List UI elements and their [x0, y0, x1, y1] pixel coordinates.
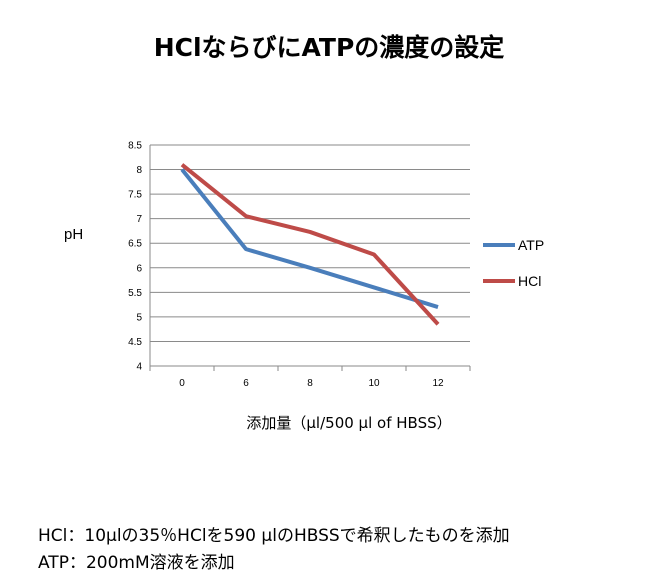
legend: ATP HCl — [483, 236, 544, 308]
y-axis-label: pH — [64, 226, 84, 243]
x-tick-label: 0 — [179, 378, 185, 389]
legend-swatch-hcl — [483, 279, 515, 283]
legend-label-hcl: HCl — [518, 273, 542, 289]
note-atp: ATP：200mM溶液を添加 — [38, 553, 235, 573]
y-tick-label: 7 — [136, 214, 142, 225]
y-tick-label: 6 — [136, 263, 142, 274]
series-line-hcl — [180, 163, 440, 326]
y-tick-label: 8 — [136, 165, 142, 176]
x-tick-label: 6 — [243, 378, 249, 389]
x-axis-label: 添加量（μl/500 μl of HBSS） — [246, 414, 452, 432]
y-tick-label: 4 — [136, 362, 142, 373]
y-tick-label: 8.5 — [128, 141, 142, 152]
legend-item-atp: ATP — [483, 236, 544, 254]
y-tick-label: 7.5 — [128, 190, 142, 201]
legend-label-atp: ATP — [518, 237, 545, 253]
x-tick-label: 8 — [307, 378, 313, 389]
x-tick-label: 12 — [432, 378, 444, 389]
series-line-atp — [180, 168, 439, 309]
legend-item-hcl: HCl — [483, 272, 544, 290]
legend-swatch-atp — [483, 243, 515, 247]
note-hcl: HCl：10μlの35％HClを590 μlのHBSSで希釈したものを添加 — [38, 526, 510, 546]
chart-title: HClならびにATPの濃度の設定 — [153, 33, 505, 62]
y-tick-label: 4.5 — [128, 337, 142, 348]
y-tick-label: 5.5 — [128, 288, 142, 299]
x-tick-label: 10 — [368, 378, 380, 389]
y-tick-label: 5 — [136, 312, 142, 323]
y-tick-label: 6.5 — [128, 239, 142, 250]
